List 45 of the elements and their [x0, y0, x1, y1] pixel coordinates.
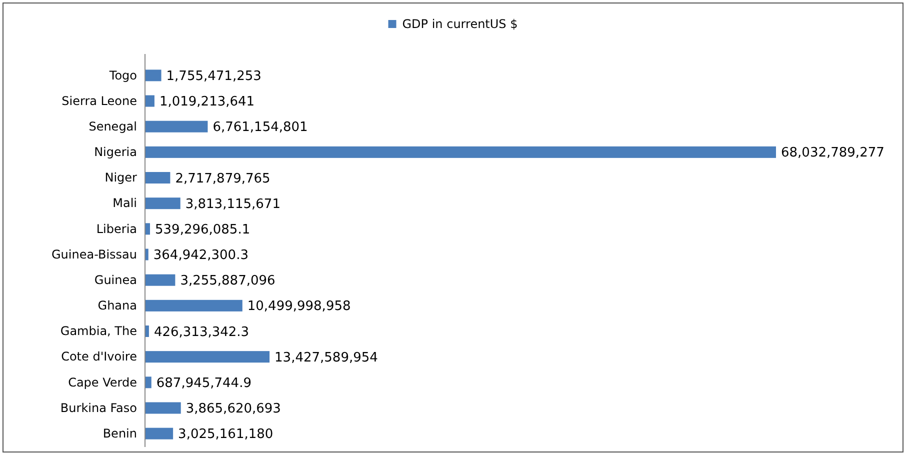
y-tick-label: Gambia, The: [60, 324, 137, 338]
bar: [145, 146, 776, 158]
y-tick-label: Sierra Leone: [62, 94, 137, 108]
data-label: 13,427,589,954: [274, 350, 378, 366]
y-tick-label: Togo: [108, 68, 137, 82]
data-label: 2,717,879,765: [175, 171, 270, 186]
data-label: 426,313,342.3: [154, 324, 250, 340]
data-label: 1,755,471,253: [166, 68, 262, 84]
data-label: 3,255,887,096: [180, 274, 276, 289]
data-label: 3,813,115,671: [185, 196, 280, 212]
y-tick-label: Guinea: [94, 272, 137, 287]
y-tick-label: Nigeria: [94, 145, 137, 160]
bar: [145, 198, 180, 210]
bar: [145, 172, 170, 184]
y-tick-label: Benin: [102, 426, 137, 440]
data-label: 539,296,085.1: [155, 222, 250, 238]
bar: [145, 248, 148, 260]
bar: [145, 428, 174, 440]
data-label: 364,942,300.3: [153, 248, 248, 264]
bar: [145, 274, 176, 286]
bar: [145, 351, 270, 363]
data-label: 3,865,620,693: [186, 402, 281, 417]
bar: [145, 95, 154, 107]
y-tick-label: Guinea-Bissau: [51, 247, 137, 262]
y-tick-label: Mali: [112, 196, 137, 210]
data-label: 10,499,998,958: [247, 299, 351, 314]
data-label: 3,025,161,180: [178, 427, 274, 442]
y-tick-label: Liberia: [96, 222, 137, 236]
data-label: 68,032,789,277: [781, 146, 884, 161]
bar: [145, 120, 208, 132]
y-tick-label: Niger: [104, 170, 138, 185]
bar: [145, 70, 162, 82]
bar: [145, 300, 242, 312]
legend-label: GDP in currentUS $: [402, 17, 518, 32]
y-tick-label: Cape Verde: [68, 375, 137, 390]
y-tick-label: Cote d'Ivoire: [61, 350, 137, 364]
data-label: 687,945,744.9: [156, 376, 252, 391]
data-label: 6,761,154,801: [212, 120, 308, 136]
y-tick-label: Senegal: [88, 119, 137, 134]
y-tick-label: Burkina Faso: [60, 400, 137, 415]
data-label: 1,019,213,641: [159, 94, 255, 110]
bar: [145, 376, 152, 388]
bar: [145, 223, 150, 235]
bar: [145, 402, 181, 414]
y-tick-label: Ghana: [98, 298, 137, 313]
